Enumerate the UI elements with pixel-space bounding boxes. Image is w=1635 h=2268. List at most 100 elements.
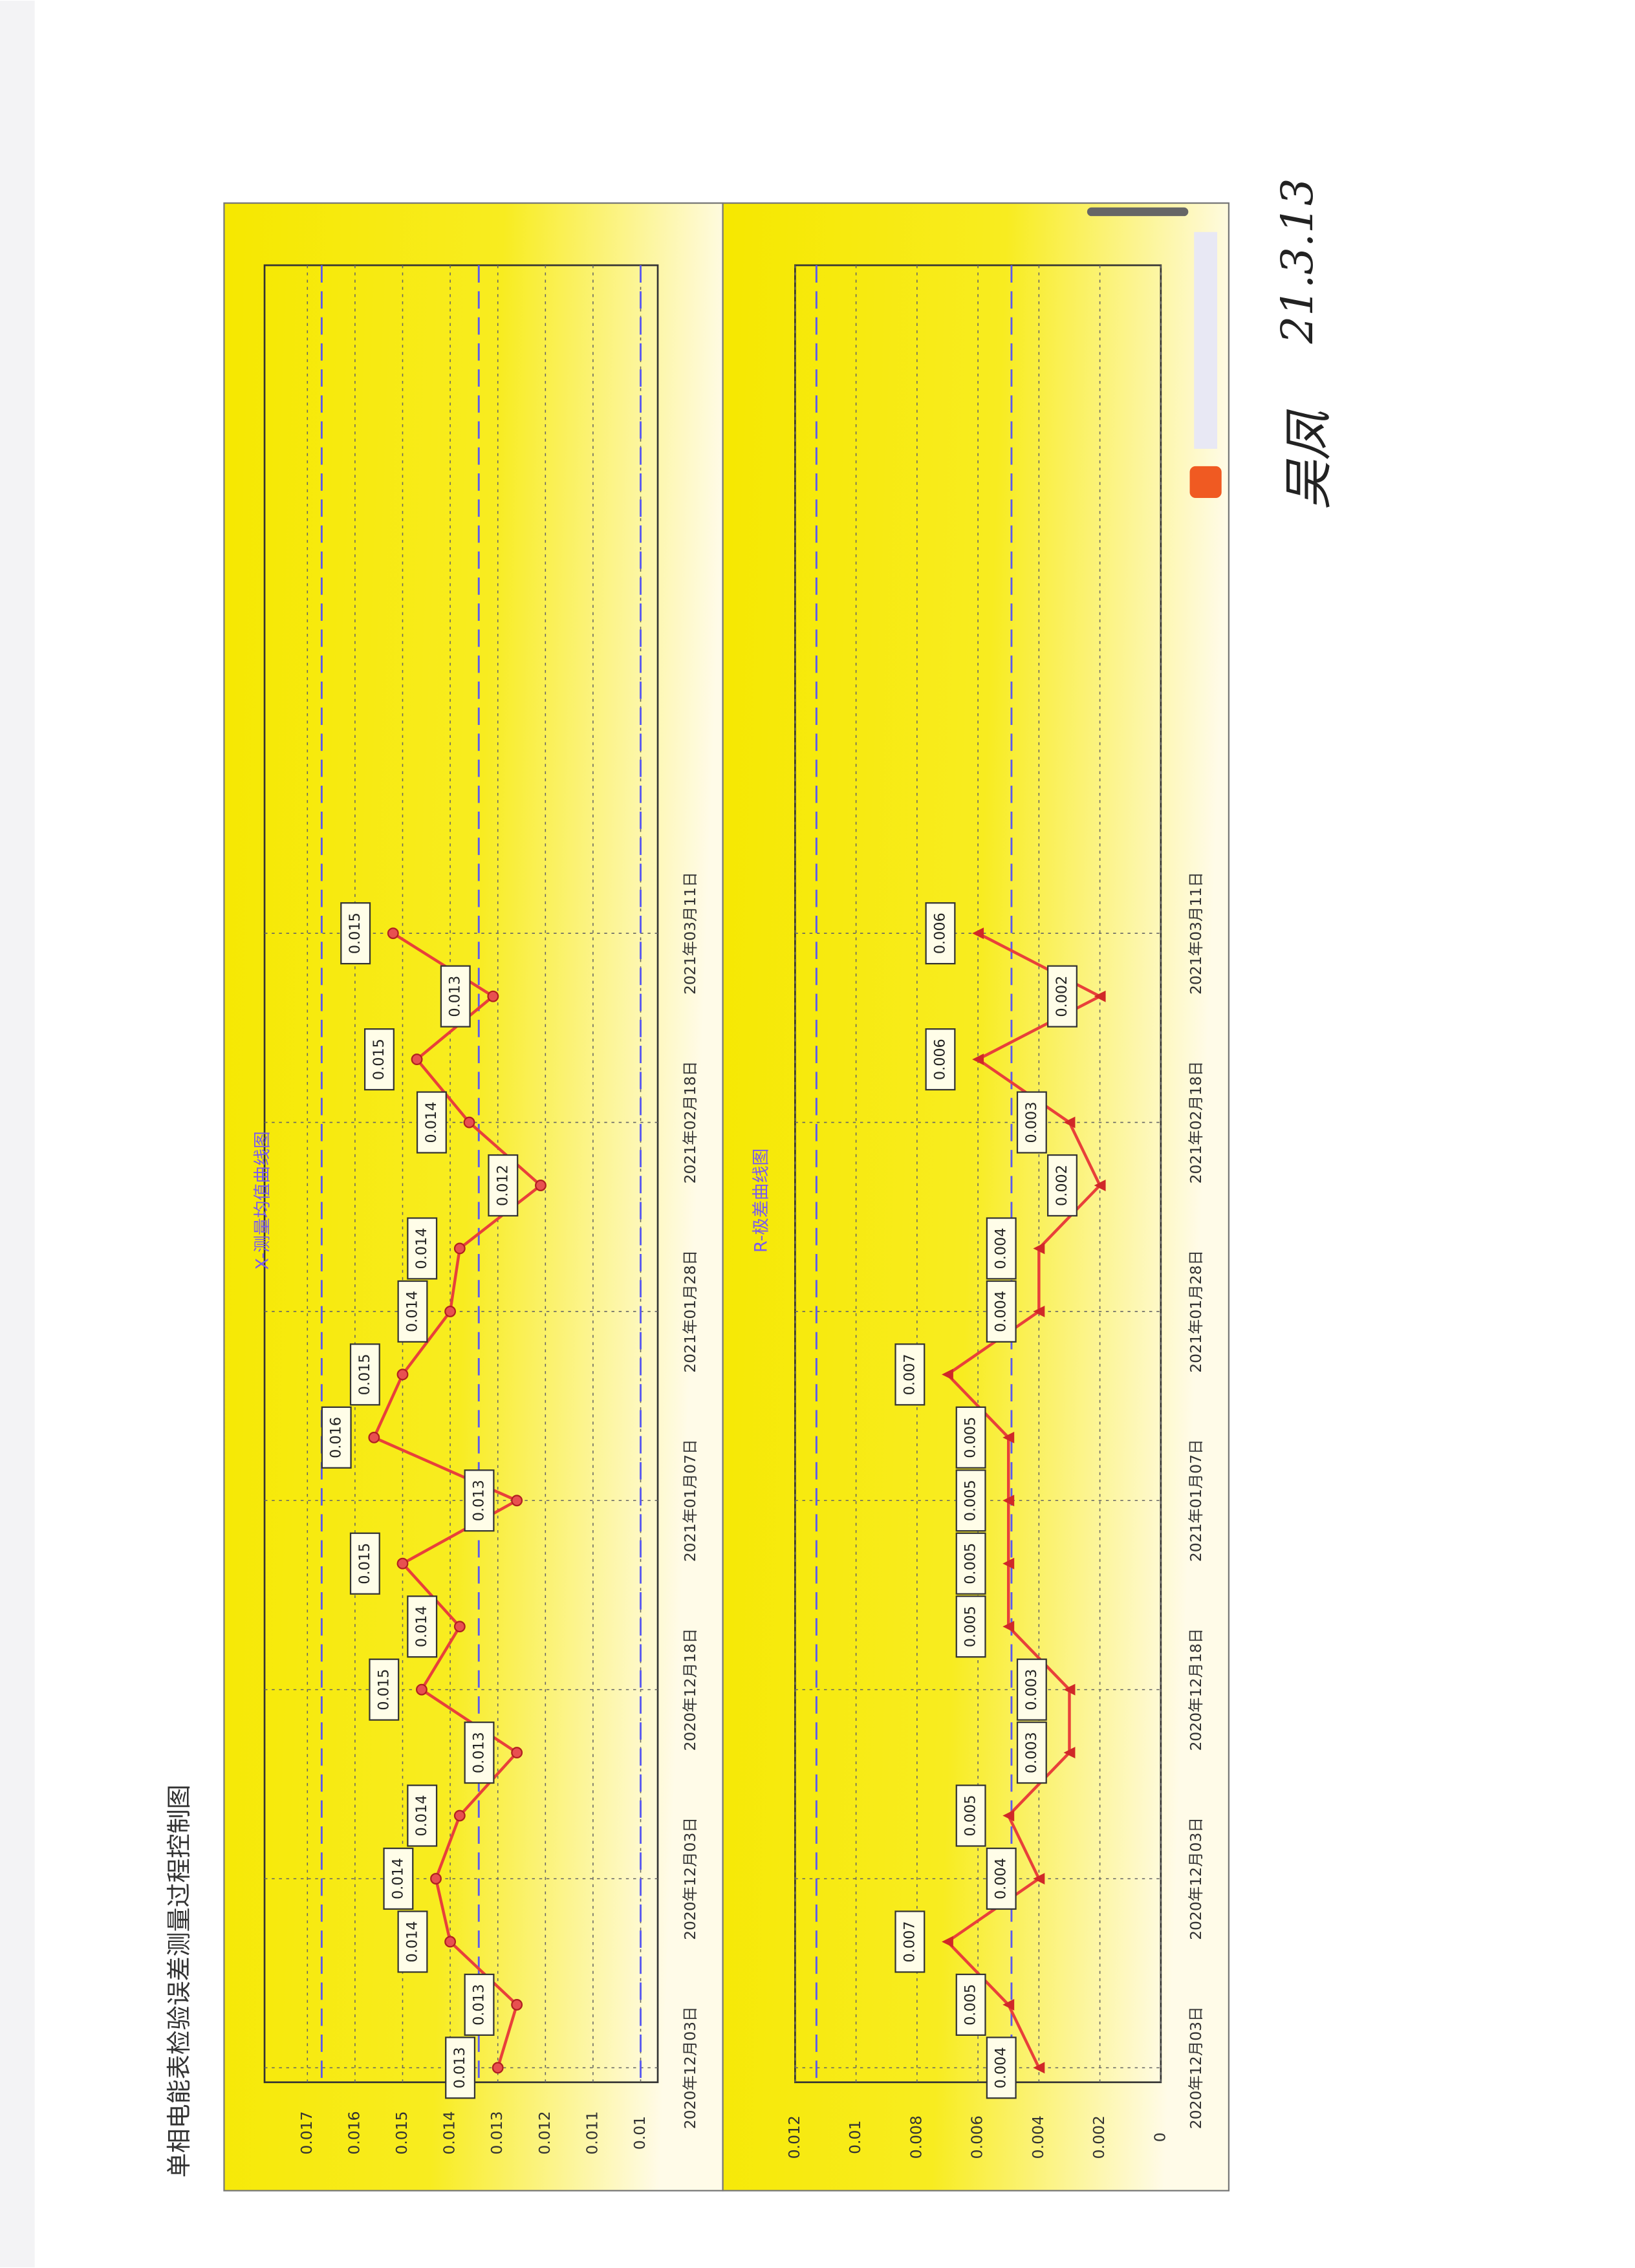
y-tick-label: 0.002 [1090, 2115, 1108, 2159]
data-label: 0.015 [347, 913, 363, 954]
point [1094, 1180, 1106, 1191]
y-tick-label: 0.015 [393, 2111, 411, 2154]
y-tick-label: 0.012 [536, 2111, 554, 2154]
point [942, 1368, 953, 1381]
data-label: 0.004 [993, 2047, 1010, 2088]
label-box [955, 1784, 986, 1847]
point [1002, 1557, 1015, 1570]
point [1002, 1495, 1015, 1507]
point [511, 1495, 523, 1507]
point [1033, 1873, 1045, 1885]
data-label: 0.002 [1054, 1165, 1070, 1206]
label-box [464, 1722, 495, 1784]
data-label: 0.013 [471, 1984, 488, 2025]
data-label: 0.012 [494, 1165, 511, 1206]
data-label: 0.014 [404, 1921, 420, 1962]
point [1033, 1242, 1045, 1255]
point [430, 1873, 442, 1885]
y-tick-label: 0.017 [298, 2111, 316, 2154]
label-box [488, 1154, 519, 1217]
label-box [349, 1532, 380, 1595]
label-box [383, 1847, 414, 1910]
data-label: 0.015 [375, 1669, 392, 1711]
point [1002, 1998, 1015, 2011]
label-box [321, 1406, 352, 1469]
y-tick-label: 0.016 [345, 2111, 363, 2154]
point [453, 1621, 466, 1633]
y-tick-label: 0.004 [1029, 2115, 1047, 2159]
point [972, 927, 984, 940]
data-label: 0.015 [356, 1354, 373, 1395]
ime-logo [1189, 466, 1222, 499]
label-box [894, 1343, 926, 1406]
label-box [986, 1280, 1017, 1343]
y-tick-label: 0.011 [583, 2111, 601, 2154]
y-tick-label: 0 [1151, 2132, 1169, 2142]
point [1002, 1431, 1015, 1443]
x-tick-label: 2021年01月07日 [681, 1439, 699, 1562]
label-box [445, 2036, 476, 2099]
point [1063, 1116, 1076, 1129]
label-box [397, 1280, 428, 1343]
label-box [464, 1469, 495, 1532]
point [1094, 990, 1106, 1002]
x-tick-label: 2020年12月03日 [681, 1817, 699, 1940]
label-box [986, 1847, 1017, 1910]
label-box [1016, 1091, 1047, 1154]
label-box [955, 1973, 986, 2036]
data-label: 0.014 [404, 1291, 420, 1332]
data-label: 0.013 [451, 2047, 468, 2088]
x-tick-label: 2020年12月03日 [681, 2007, 699, 2130]
panel [722, 202, 1230, 2192]
label-box [986, 2036, 1017, 2099]
label-box [955, 1595, 986, 1658]
x-tick-label: 2020年12月18日 [681, 1628, 699, 1751]
point [1033, 2062, 1045, 2074]
point [942, 1936, 953, 1948]
y-tick-label: 0.006 [968, 2115, 986, 2159]
label-box [349, 1343, 380, 1406]
point [1063, 1747, 1076, 1759]
data-label: 0.003 [1023, 1669, 1040, 1711]
label-box [440, 965, 471, 1028]
label-box [407, 1217, 438, 1280]
ime-toolbar [1194, 232, 1218, 449]
x-tick-label: 2021年03月11日 [681, 872, 699, 995]
label-box [407, 1784, 438, 1847]
panel [223, 202, 724, 2192]
label-box [955, 1532, 986, 1595]
data-label: 0.004 [993, 1227, 1010, 1269]
point [387, 927, 399, 940]
label-box [407, 1595, 438, 1658]
x-tick-label: 2021年02月18日 [681, 1061, 699, 1184]
data-label: 0.006 [931, 1039, 948, 1080]
label-box [1047, 1154, 1077, 1217]
chart-title: R-极差曲线图 [751, 1149, 771, 1253]
point [511, 1998, 523, 2011]
data-label: 0.005 [962, 1606, 979, 1647]
label-box [340, 902, 371, 965]
x-tick-label: 2021年01月07日 [1187, 1439, 1205, 1562]
point [487, 990, 499, 1002]
data-label: 0.014 [423, 1102, 440, 1143]
x-tick-label: 2020年12月18日 [1187, 1628, 1205, 1751]
data-label: 0.016 [328, 1417, 345, 1458]
y-tick-label: 0.012 [785, 2115, 803, 2159]
x-tick-label: 2021年01月28日 [681, 1250, 699, 1373]
label-box [925, 1028, 956, 1091]
page-title: 单相电能表检验误差测量过程控制图 [165, 1784, 193, 2177]
data-label: 0.005 [962, 1417, 979, 1458]
y-tick-label: 0.008 [907, 2115, 925, 2159]
point [492, 2062, 504, 2074]
point [368, 1431, 380, 1443]
label-box [955, 1469, 986, 1532]
data-label: 0.005 [962, 1543, 979, 1584]
x-tick-label: 2020年12月03日 [1187, 2007, 1205, 2130]
point [972, 1053, 984, 1066]
point [444, 1305, 457, 1317]
data-label: 0.002 [1054, 976, 1070, 1017]
point [415, 1683, 428, 1696]
label-box [894, 1910, 926, 1973]
label-box [416, 1091, 447, 1154]
